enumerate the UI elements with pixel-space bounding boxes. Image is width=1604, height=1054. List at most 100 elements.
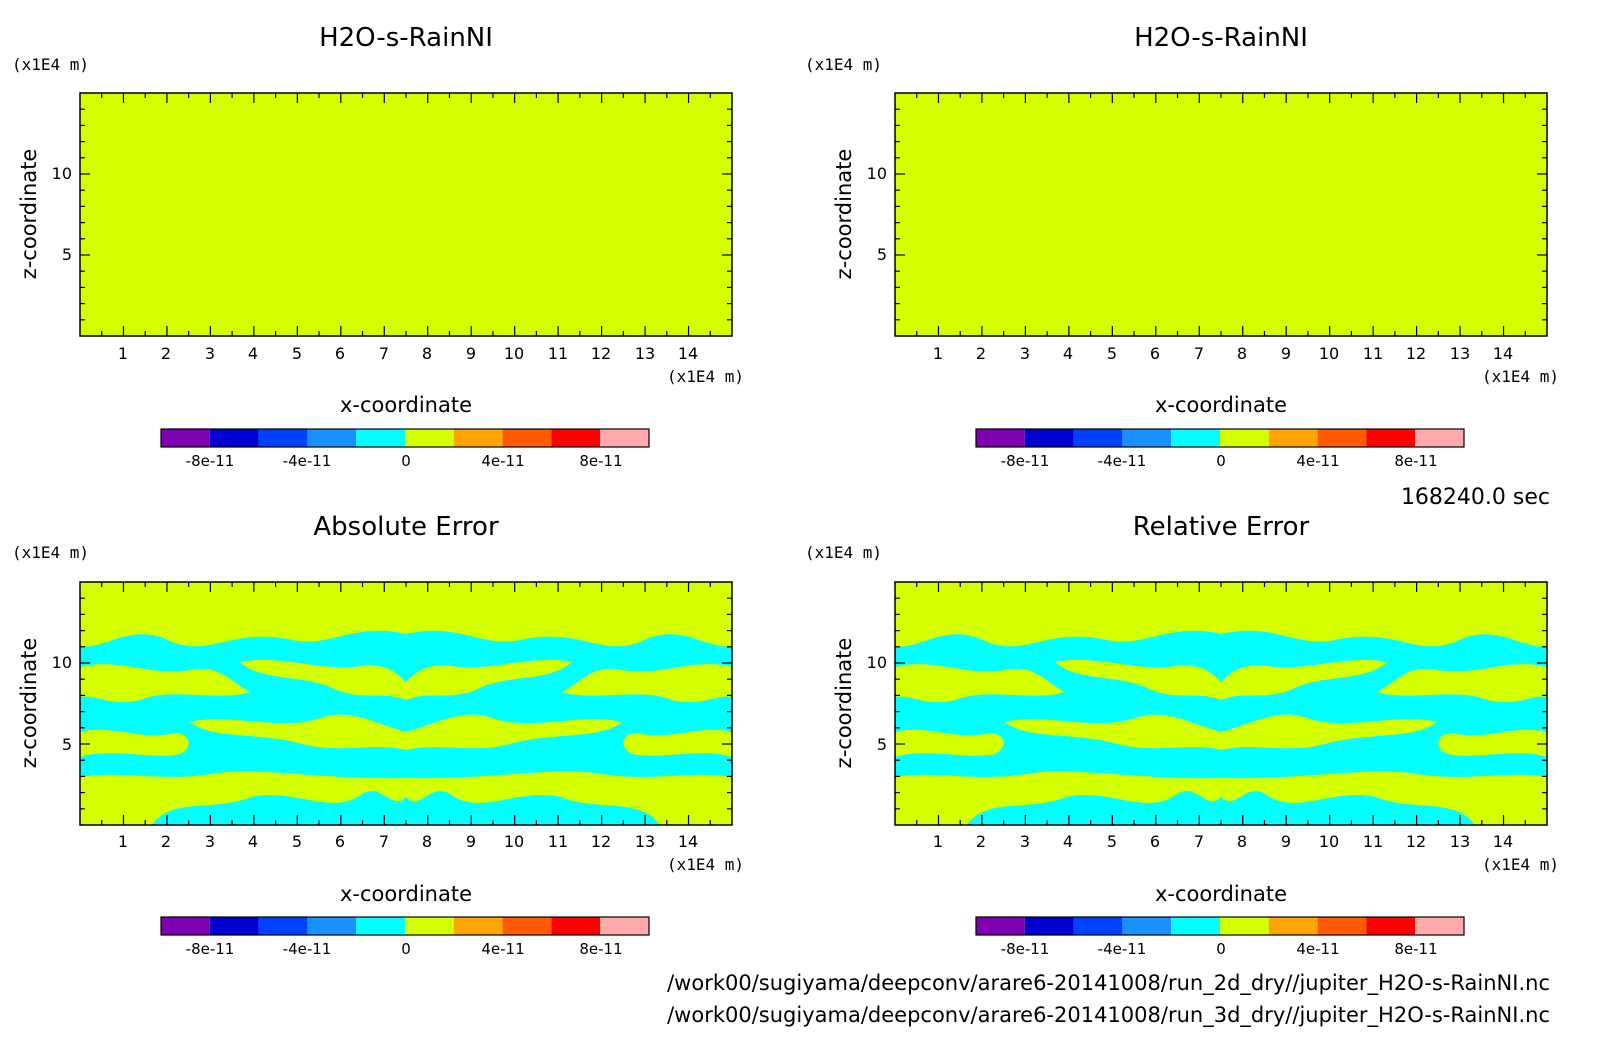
plot-area-field — [80, 93, 732, 336]
colorbar-segment — [976, 429, 1025, 447]
axis-ticks — [895, 582, 1547, 825]
x-tick-label: 11 — [548, 832, 568, 851]
colorbar-segment — [551, 429, 601, 447]
colorbar — [975, 916, 1465, 936]
colorbar-segment — [1073, 429, 1123, 447]
colorbar-segment — [551, 917, 601, 935]
colorbar-label: -4e-11 — [1098, 940, 1147, 958]
panel-top-left: H2O-s-RainNI (x1E4 m) 1 2 3 4 5 6 7 8 9 … — [12, 23, 744, 470]
x-tick-label: 11 — [1363, 832, 1383, 851]
colorbar-segment — [1268, 429, 1318, 447]
y-tick-label: 10 — [52, 653, 72, 672]
x-tick-label: 9 — [1281, 832, 1291, 851]
x-tick-labels: 1 2 3 4 5 6 7 8 9 10 11 12 13 14 — [118, 832, 698, 851]
colorbar-segment — [1073, 917, 1123, 935]
colorbar-segment — [356, 917, 405, 935]
colorbar-label: -4e-11 — [1098, 452, 1147, 470]
x-tick-label: 12 — [1406, 344, 1426, 363]
colorbar-segment — [209, 917, 259, 935]
x-tick-label: 5 — [1107, 344, 1117, 363]
colorbar-segment — [405, 917, 454, 935]
x-tick-label: 1 — [118, 344, 128, 363]
x-unit-label: (x1E4 m) — [667, 855, 744, 874]
field-positive-region — [1005, 714, 1437, 750]
field-positive-region — [895, 771, 1547, 825]
colorbar-segment — [1366, 429, 1416, 447]
colorbar-segment — [405, 429, 454, 447]
axis-ticks — [80, 93, 732, 336]
colorbar-label: 8e-11 — [579, 452, 622, 470]
x-unit-label: (x1E4 m) — [1482, 855, 1559, 874]
x-tick-label: 13 — [635, 832, 655, 851]
y-axis-label: z-coordinate — [832, 149, 856, 280]
x-tick-label: 6 — [1150, 344, 1160, 363]
colorbar-label: -8e-11 — [186, 452, 235, 470]
colorbar-segment — [356, 429, 405, 447]
colorbar-labels: -8e-11 -4e-11 0 4e-11 8e-11 — [1001, 452, 1438, 470]
field-positive-region — [80, 664, 250, 703]
x-axis-label: x-coordinate — [340, 882, 472, 906]
x-tick-label: 14 — [678, 344, 698, 363]
x-tick-label: 4 — [248, 344, 258, 363]
x-tick-label: 4 — [248, 832, 258, 851]
colorbar-label: -4e-11 — [283, 940, 332, 958]
colorbar-segment — [1122, 429, 1172, 447]
panel-title: Absolute Error — [313, 512, 499, 542]
x-tick-label: 1 — [933, 344, 943, 363]
field-positive-region — [895, 729, 1004, 757]
colorbar-label: 8e-11 — [1394, 940, 1437, 958]
colorbar-segment — [307, 917, 357, 935]
colorbar-segment — [258, 917, 308, 935]
y-unit-label: (x1E4 m) — [805, 55, 882, 74]
x-tick-label: 11 — [1363, 344, 1383, 363]
x-tick-label: 8 — [1237, 344, 1247, 363]
colorbar-label: -8e-11 — [1001, 452, 1050, 470]
y-tick-label: 5 — [877, 735, 887, 754]
x-tick-label: 10 — [504, 832, 524, 851]
x-tick-label: 5 — [1107, 832, 1117, 851]
colorbar-segment — [976, 917, 1025, 935]
colorbar-label: 4e-11 — [1296, 940, 1339, 958]
x-tick-label: 10 — [504, 344, 524, 363]
x-tick-label: 12 — [591, 344, 611, 363]
field-positive-region — [80, 771, 732, 825]
x-tick-labels: 1 2 3 4 5 6 7 8 9 10 11 12 13 14 — [118, 344, 698, 363]
x-tick-label: 3 — [1020, 832, 1030, 851]
x-tick-label: 13 — [1450, 832, 1470, 851]
x-tick-label: 7 — [1194, 832, 1204, 851]
colorbar-label: 0 — [1216, 940, 1226, 958]
x-tick-label: 12 — [1406, 832, 1426, 851]
y-tick-label: 5 — [62, 245, 72, 264]
x-unit-label: (x1E4 m) — [1482, 367, 1559, 386]
x-tick-label: 10 — [1319, 832, 1339, 851]
y-tick-label: 10 — [867, 164, 887, 183]
x-tick-label: 1 — [118, 832, 128, 851]
colorbar-labels: -8e-11 -4e-11 0 4e-11 8e-11 — [186, 940, 623, 958]
field-positive-region — [190, 714, 622, 750]
colorbar-segment — [1171, 917, 1220, 935]
panel-title: H2O-s-RainNI — [1134, 23, 1308, 53]
x-tick-label: 10 — [1319, 344, 1339, 363]
colorbar-segment — [600, 429, 649, 447]
x-tick-label: 8 — [1237, 832, 1247, 851]
field-positive-region — [1438, 729, 1547, 757]
x-tick-label: 6 — [1150, 832, 1160, 851]
x-tick-label: 3 — [205, 832, 215, 851]
x-tick-label: 3 — [1020, 344, 1030, 363]
x-tick-label: 2 — [976, 832, 986, 851]
colorbar-label: 0 — [401, 940, 411, 958]
x-tick-label: 7 — [379, 832, 389, 851]
x-tick-label: 2 — [161, 832, 171, 851]
colorbar-label: 4e-11 — [481, 452, 524, 470]
field-positive-regions — [80, 582, 732, 825]
time-label: 168240.0 sec — [1401, 485, 1550, 510]
colorbar-label: 8e-11 — [1394, 452, 1437, 470]
colorbar-segment — [502, 917, 552, 935]
field-positive-region — [1055, 659, 1387, 700]
file-path-2d: /work00/sugiyama/deepconv/arare6-2014100… — [667, 971, 1550, 996]
y-tick-label: 10 — [52, 164, 72, 183]
x-tick-label: 5 — [292, 344, 302, 363]
x-tick-label: 13 — [1450, 344, 1470, 363]
x-tick-label: 14 — [1493, 344, 1513, 363]
